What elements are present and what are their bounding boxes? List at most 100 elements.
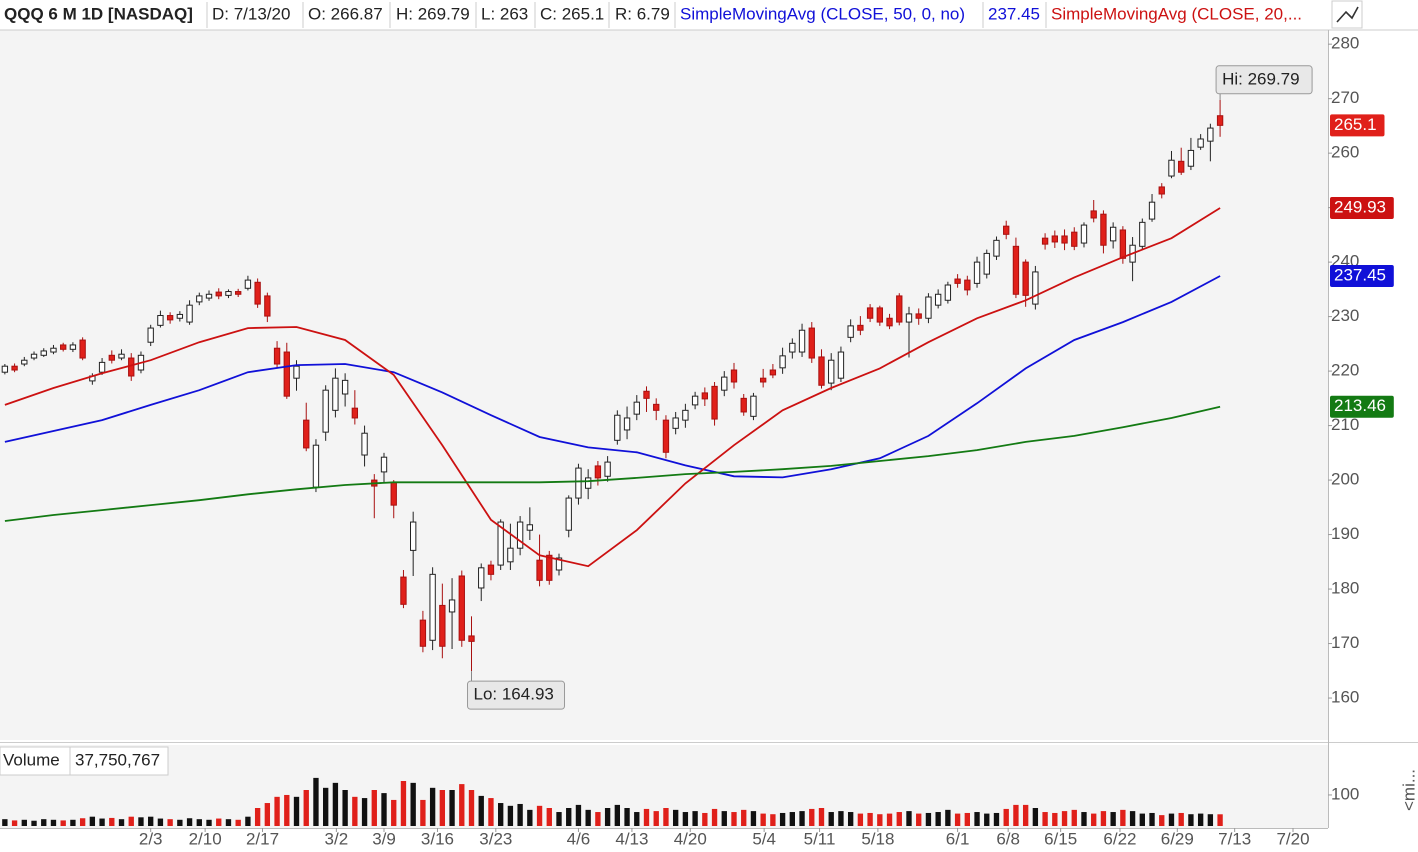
candle-body: [273, 347, 281, 365]
candle-body: [157, 315, 164, 326]
x-tick-label: 6/22: [1103, 829, 1136, 848]
volume-bar: [225, 819, 232, 826]
y-tick-label: 220: [1331, 361, 1359, 380]
candle-body: [565, 497, 572, 531]
volume-bar: [498, 803, 504, 826]
volume-bar: [41, 819, 47, 826]
header-date: D: 7/13/20: [212, 4, 290, 23]
header-close: C: 265.1: [540, 4, 604, 23]
candle-body: [147, 327, 154, 343]
candle-body: [312, 444, 320, 488]
candle-body: [973, 261, 981, 284]
candle-body: [487, 564, 495, 575]
x-tick-label: 4/6: [567, 829, 591, 848]
candle-body: [196, 295, 203, 303]
candle-body: [303, 419, 310, 449]
candle-body: [682, 409, 689, 421]
volume-value-box: [69, 746, 169, 776]
volume-bar: [1149, 812, 1155, 826]
volume-bar: [974, 812, 980, 826]
candle-body: [380, 456, 388, 473]
volume-bar: [206, 819, 212, 826]
candle-body: [1041, 237, 1049, 245]
candle-body: [750, 395, 757, 417]
x-tick-label: 7/13: [1218, 829, 1251, 848]
candle-body: [1, 365, 9, 373]
volume-bar: [566, 808, 572, 826]
candle-body: [1012, 245, 1020, 295]
candle-body: [419, 619, 427, 647]
candle-body: [983, 252, 990, 275]
volume-bar: [148, 816, 154, 826]
volume-bar: [478, 795, 484, 826]
candle-body: [944, 284, 952, 301]
value-tag-label: 265.1: [1334, 115, 1377, 134]
volume-bar: [536, 805, 543, 826]
volume-bar: [128, 816, 134, 826]
legend-sma50-value: 237.45: [988, 4, 1040, 23]
candle-body: [448, 599, 456, 613]
volume-bar: [70, 819, 76, 826]
volume-bar: [391, 799, 397, 826]
volume-bar: [313, 777, 319, 826]
candle-body: [536, 559, 543, 581]
candle-body: [1100, 213, 1107, 246]
candle-body: [584, 477, 592, 489]
volume-bar: [1159, 815, 1165, 826]
volume-bar: [682, 812, 689, 826]
x-tick-label: 3/16: [421, 829, 454, 848]
volume-bar: [1129, 811, 1136, 826]
x-tick-label: 5/4: [752, 829, 776, 848]
volume-bar: [11, 820, 18, 826]
candle-body: [740, 397, 747, 413]
candle-body: [507, 547, 514, 563]
volume-bar: [624, 808, 630, 826]
side-label[interactable]: <mi...: [1399, 769, 1418, 811]
candle-body: [828, 359, 835, 384]
candle-body: [60, 344, 67, 350]
candle-body: [283, 351, 290, 397]
candle-body: [429, 573, 436, 641]
volume-bar: [332, 782, 339, 826]
candle-body: [847, 325, 854, 338]
volume-bar: [186, 818, 193, 826]
volume-bar: [1071, 809, 1077, 826]
volume-bar: [799, 811, 805, 826]
moving-average-line: [4, 275, 1221, 479]
x-tick-label: 5/18: [861, 829, 894, 848]
candle-body: [205, 293, 213, 299]
y-tick-label: 170: [1331, 633, 1359, 652]
value-tag: [1330, 114, 1385, 137]
candle-body: [798, 329, 806, 353]
volume-bar: [1168, 813, 1175, 826]
x-tick-label: 6/15: [1044, 829, 1077, 848]
value-tag-label: 249.93: [1334, 198, 1386, 217]
candle-body: [215, 291, 222, 297]
volume-bar: [877, 814, 883, 826]
candle-body: [50, 347, 57, 353]
candle-body: [866, 307, 874, 319]
candle-body: [322, 389, 329, 433]
candle-body: [1187, 149, 1195, 167]
header-low: L: 263: [481, 4, 528, 23]
candle-body: [478, 567, 485, 589]
volume-bar: [779, 812, 786, 826]
candle-body: [176, 313, 184, 319]
candle-body: [672, 417, 679, 429]
volume-bar: [79, 818, 86, 826]
chart-style-button[interactable]: [1331, 0, 1363, 29]
candle-body: [604, 461, 611, 477]
volume-bar: [1100, 811, 1107, 826]
x-tick-label: 6/8: [996, 829, 1020, 848]
y-tick-label: 180: [1331, 579, 1359, 598]
volume-bar: [274, 796, 280, 826]
volume-bar: [993, 812, 1000, 826]
price-panel: [0, 30, 1328, 740]
volume-bar: [352, 796, 358, 826]
volume-value: 37,750,767: [75, 750, 160, 769]
header-high: H: 269.79: [396, 4, 470, 23]
candle-body: [555, 557, 563, 571]
candle-body: [410, 521, 417, 551]
volume-bar: [371, 790, 377, 826]
